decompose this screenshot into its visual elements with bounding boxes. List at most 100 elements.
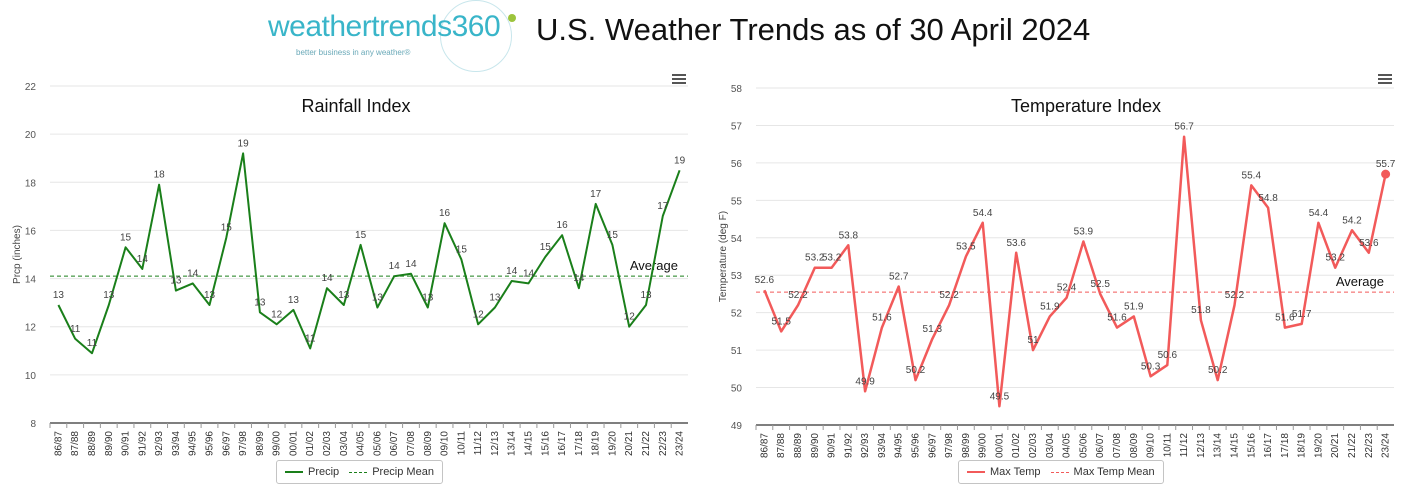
x-tick-label: 96/97 [221,431,232,456]
data-label: 49.5 [990,391,1010,402]
y-axis-title: Temperature (deg F) [718,211,729,302]
x-tick-label: 22/23 [658,431,669,456]
x-tick-label: 10/11 [456,431,467,456]
y-tick-label: 50 [731,384,743,395]
y-tick-label: 49 [731,421,743,432]
x-tick-label: 22/23 [1364,433,1375,458]
data-label: 53.6 [1007,238,1027,249]
data-label: 51.6 [1107,313,1127,324]
x-tick-label: 04/05 [356,431,367,456]
x-tick-label: 13/14 [507,431,518,456]
data-label: 51.9 [1124,301,1144,312]
x-tick-label: 19/20 [607,431,618,456]
data-label: 13 [53,290,65,301]
x-tick-label: 13/14 [1213,433,1224,458]
x-tick-label: 96/97 [927,433,938,458]
legend-item-max-temp-mean[interactable]: Max Temp Mean [1050,466,1155,478]
x-tick-label: 98/99 [255,431,266,456]
x-tick-label: 18/19 [591,431,602,456]
data-label: 14 [573,273,585,284]
data-label: 15 [120,232,132,243]
data-label: 11 [305,333,316,344]
data-label: 51.5 [771,316,791,327]
data-label: 13 [204,290,216,301]
data-label: 17 [657,201,669,212]
x-tick-label: 12/13 [1196,433,1207,458]
legend-label: Max Temp [990,466,1041,478]
x-tick-label: 20/21 [624,431,635,456]
y-tick-label: 57 [731,121,743,132]
x-tick-label: 88/89 [793,433,804,458]
x-tick-label: 16/17 [557,431,568,456]
legend-item-precip-mean[interactable]: Precip Mean [349,466,434,478]
y-tick-label: 51 [731,346,743,357]
data-label: 52.2 [788,290,808,301]
y-tick-label: 52 [731,309,743,320]
x-tick-label: 02/03 [322,431,333,456]
logo-text: weathertrends360 [268,10,501,43]
legend-swatch-solid [967,471,985,473]
x-tick-label: 97/98 [238,431,249,456]
data-label: 14 [506,266,518,277]
x-tick-label: 88/89 [87,431,98,456]
rainfall-chart-menu-icon[interactable] [672,74,686,84]
x-tick-label: 91/92 [843,433,854,458]
x-tick-label: 03/04 [1045,433,1056,458]
data-label: 51.6 [872,313,892,324]
legend-swatch-dashed [349,471,368,473]
rainfall-chart-svg: 8 10 12 14 16 18 20 22 86/87 87/88 88/89 89/90 90/91… [12,82,688,456]
legend-label: Max Temp Mean [1073,466,1155,478]
data-label: 12 [624,312,636,323]
data-label: 51.7 [1292,309,1312,320]
data-label: 52.7 [889,271,909,282]
data-label: 15 [355,230,367,241]
y-tick-label: 53 [731,271,743,282]
x-tick-label: 01/02 [1011,433,1022,458]
y-tick-label: 12 [25,323,37,334]
logo-tagline: better business in any weather® [296,48,411,57]
x-tick-label: 94/95 [894,433,905,458]
data-label: 14 [321,273,333,284]
temperature-chart-menu-icon[interactable] [1378,74,1392,84]
y-tick-label: 20 [25,130,37,141]
data-label: 15 [456,244,468,255]
data-label: 13 [254,297,266,308]
x-tick-label: 86/87 [759,433,770,458]
y-tick-label: 18 [25,178,37,189]
y-axis-title: Prcp (inches) [12,225,23,284]
last-point-marker [1381,169,1391,179]
x-tick-label: 90/91 [121,431,132,456]
data-label: 17 [590,189,602,200]
y-tick-label: 54 [731,234,743,245]
x-tick-label: 07/08 [406,431,417,456]
data-label: 19 [674,155,686,166]
data-label: 12 [473,309,485,320]
data-label: 51 [1027,335,1039,346]
x-tick-label: 23/24 [675,431,686,456]
logo-circle [440,0,512,72]
data-label: 53.9 [1074,227,1094,238]
page-title: U.S. Weather Trends as of 30 April 2024 [536,12,1091,47]
rainfall-chart: 8 10 12 14 16 18 20 22 86/87 87/88 88/89 89/90 90/91… [0,72,700,498]
data-label: 15 [221,223,233,234]
x-tick-label: 87/88 [70,431,81,456]
legend-item-max-temp[interactable]: Max Temp [967,466,1041,478]
x-tick-label: 99/00 [272,431,283,456]
legend-item-precip[interactable]: Precip [285,466,339,478]
data-label: 54.4 [1309,208,1329,219]
x-tick-label: 08/09 [423,431,434,456]
data-label: 11 [70,324,81,335]
y-tick-label: 16 [25,226,37,237]
x-tick-label: 14/15 [1230,433,1241,458]
x-tick-label: 23/24 [1381,433,1392,458]
x-tick-label: 93/94 [171,431,182,456]
x-tick-label: 19/20 [1313,433,1324,458]
data-label: 13 [338,290,350,301]
data-label: 50.2 [906,365,926,376]
chart-title: Rainfall Index [301,96,410,116]
series-line [57,152,681,355]
weathertrends360-logo[interactable]: weathertrends360 better business in any … [268,0,528,72]
data-label: 52.4 [1057,283,1077,294]
data-label: 52.2 [939,290,959,301]
legend-label: Precip [308,466,340,478]
